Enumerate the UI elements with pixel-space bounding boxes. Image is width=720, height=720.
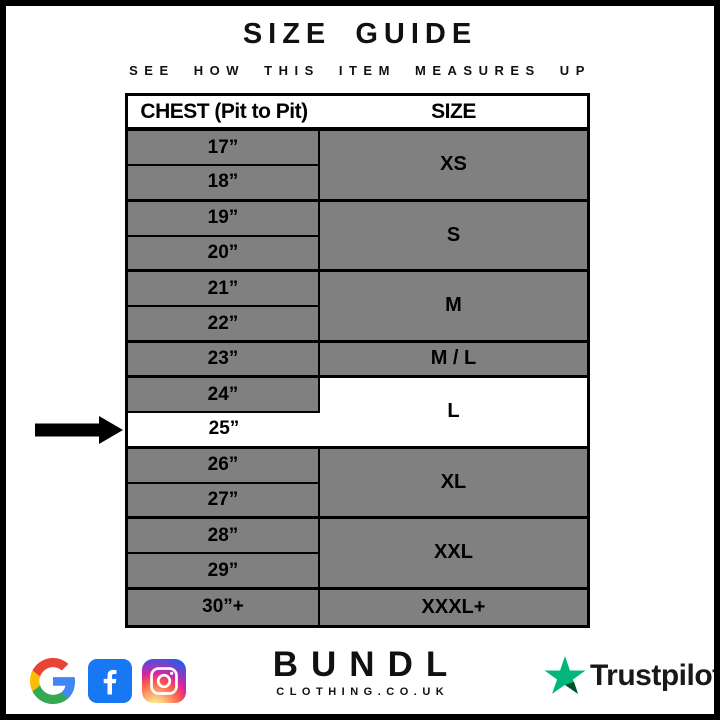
trustpilot-star-icon bbox=[544, 656, 586, 694]
instagram-icon[interactable] bbox=[142, 659, 186, 703]
chest-cell-20: 20” bbox=[128, 236, 320, 273]
chest-cell-19: 19” bbox=[128, 201, 320, 237]
page-title: SIZE GUIDE bbox=[242, 18, 478, 50]
brand-domain: CLOTHING.CO.UK bbox=[276, 685, 450, 698]
size-cell-xxxl-plus: XXXL+ bbox=[320, 589, 587, 625]
column-header-size: SIZE bbox=[320, 96, 587, 131]
trustpilot-logo[interactable]: Trustpilot bbox=[544, 656, 720, 696]
chest-cell-28: 28” bbox=[128, 519, 320, 555]
chest-cell-17: 17” bbox=[128, 131, 320, 167]
chest-cell-22: 22” bbox=[128, 307, 320, 343]
chest-cell-30-plus: 30”+ bbox=[128, 589, 320, 625]
chest-cell-18: 18” bbox=[128, 166, 320, 202]
size-cell-s: S bbox=[320, 201, 587, 273]
size-cell-l-highlighted: L bbox=[320, 377, 587, 449]
chest-cell-25-highlighted: 25” bbox=[128, 413, 320, 449]
google-icon[interactable] bbox=[30, 658, 76, 704]
brand-name: BUNDL bbox=[272, 645, 461, 684]
facebook-icon[interactable] bbox=[88, 659, 132, 703]
page-subtitle: SEE HOW THIS ITEM MEASURES UP bbox=[129, 63, 591, 78]
chest-cell-26: 26” bbox=[128, 448, 320, 484]
size-cell-xl: XL bbox=[320, 448, 587, 520]
size-cell-m-l: M / L bbox=[320, 342, 587, 378]
size-cell-m: M bbox=[320, 272, 587, 343]
size-cell-xxl: XXL bbox=[320, 519, 587, 590]
chest-cell-23: 23” bbox=[128, 342, 320, 378]
column-header-chest: CHEST (Pit to Pit) bbox=[128, 96, 320, 131]
chest-cell-21: 21” bbox=[128, 272, 320, 308]
highlight-arrow-icon bbox=[35, 416, 123, 444]
brand-logo: BUNDL CLOTHING.CO.UK bbox=[6, 645, 714, 698]
size-table: CHEST (Pit to Pit) SIZE 17” 18” 19” 20” … bbox=[125, 93, 590, 628]
size-cell-xs: XS bbox=[320, 131, 587, 202]
chest-cell-24: 24” bbox=[128, 377, 320, 414]
trustpilot-label: Trustpilot bbox=[590, 659, 720, 692]
chest-cell-27: 27” bbox=[128, 483, 320, 520]
chest-cell-29: 29” bbox=[128, 554, 320, 590]
